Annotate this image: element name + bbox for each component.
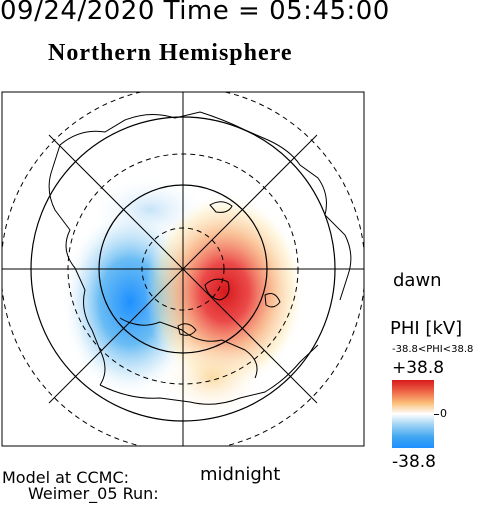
islands-1 xyxy=(204,278,230,301)
colorbar-max-label: +38.8 xyxy=(392,358,445,378)
meridian-grid xyxy=(2,92,364,446)
dawn-label: dawn xyxy=(393,270,442,291)
coastline-south xyxy=(99,344,319,405)
positive-cell xyxy=(145,194,305,390)
colorbar-zero-label: 0 xyxy=(440,407,447,420)
colorbar-range: -38.8<PHI<38.8 xyxy=(392,344,474,355)
islands-4 xyxy=(177,323,197,336)
coastlines xyxy=(48,111,352,405)
colorbar-title: PHI [kV] xyxy=(390,318,463,339)
positive-cell-tail xyxy=(160,340,264,416)
map-content xyxy=(2,92,364,446)
coastline-north xyxy=(59,111,352,301)
run-label: Weimer_05 Run: xyxy=(28,484,159,503)
colorbar-min-label: -38.8 xyxy=(392,452,436,472)
map-frame xyxy=(1,91,365,447)
coastline-inner xyxy=(119,317,258,379)
hemisphere-title: Northern Hemisphere xyxy=(48,40,293,66)
model-label: Model at CCMC: xyxy=(2,468,129,487)
timestamp-title: 09/24/2020 Time = 05:45:00 xyxy=(0,0,390,26)
potential-pattern xyxy=(62,175,305,416)
coastline-west xyxy=(48,144,106,386)
islands-3 xyxy=(209,201,233,213)
islands-2 xyxy=(264,293,281,308)
midnight-label: midnight xyxy=(200,464,281,485)
meridian-diagonal-2 xyxy=(48,134,318,404)
colorbar xyxy=(392,380,434,448)
colorbar-zero-tick xyxy=(434,414,439,415)
